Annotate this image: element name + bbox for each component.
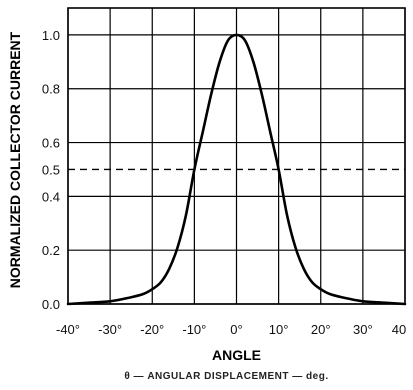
y-tick-label: 0.0 — [42, 297, 60, 312]
x-tick-label: 0° — [230, 322, 242, 337]
collector-current-curve — [66, 33, 407, 306]
x-axis-title: ANGLE — [212, 347, 261, 363]
y-tick-label: 0.8 — [42, 82, 60, 97]
y-axis-title: NORMALIZED COLLECTOR CURRENT — [7, 31, 23, 288]
y-tick-label: 0.6 — [42, 136, 60, 151]
x-tick-label: 10° — [269, 322, 289, 337]
y-tick-label: 0.4 — [42, 189, 60, 204]
x-tick-label: -10° — [182, 322, 206, 337]
y-tick-label: 0.2 — [42, 243, 60, 258]
x-tick-label: 20° — [311, 322, 331, 337]
y-tick-label: 0.5 — [42, 162, 60, 177]
x-tick-label: 30° — [353, 322, 373, 337]
x-tick-label: -40° — [56, 322, 80, 337]
x-tick-label: -30° — [98, 322, 122, 337]
x-axis-caption: θ — ANGULAR DISPLACEMENT — deg. — [124, 371, 328, 382]
y-tick-label: 1.0 — [42, 28, 60, 43]
plot-frame — [67, 7, 406, 305]
x-tick-label: -20° — [140, 322, 164, 337]
x-tick-label: 40 — [392, 322, 406, 337]
